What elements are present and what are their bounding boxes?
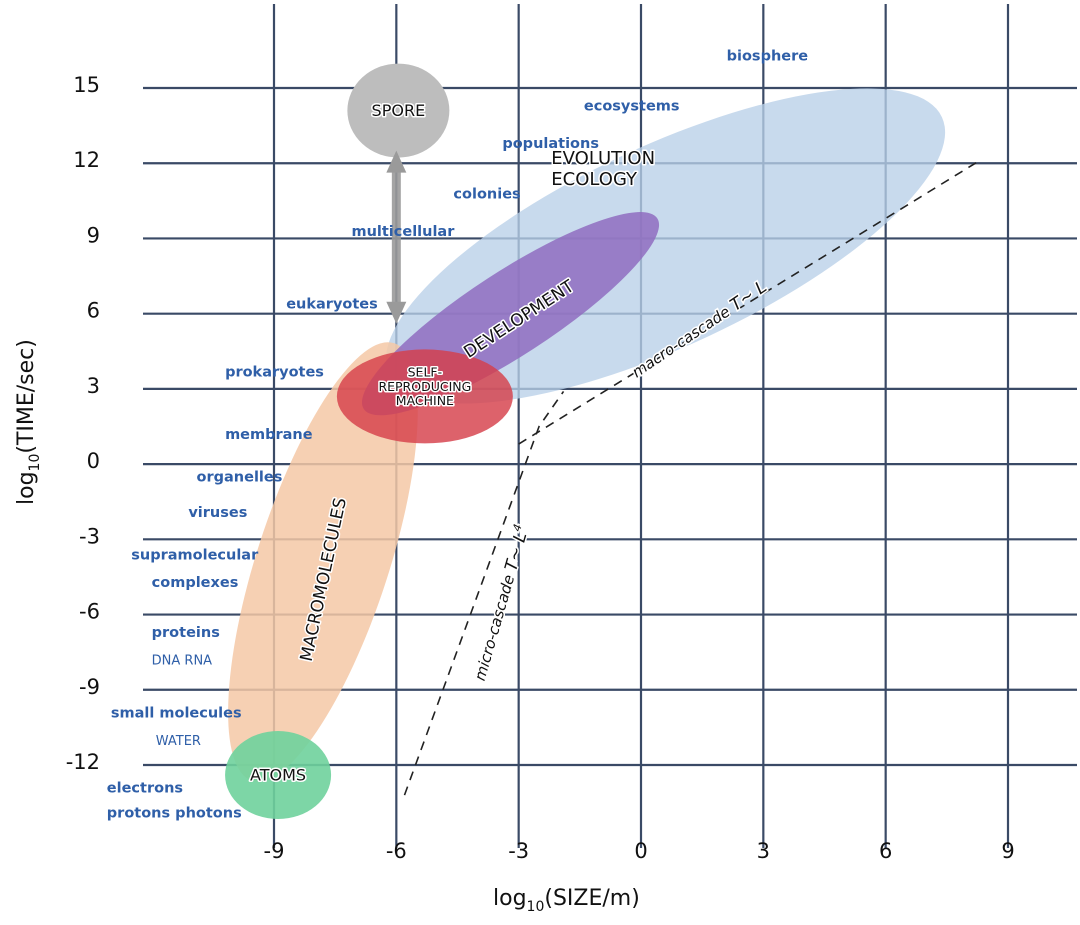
x-tick-label: -6 [386, 839, 407, 863]
region-label-line: SPORE [372, 101, 426, 120]
micro-cascade-relation: T~ L [501, 530, 531, 573]
arrow-head-down [386, 301, 407, 324]
example-biosphere: biosphere [727, 48, 809, 64]
arrow-head-up [386, 150, 407, 173]
y-axis-title: log10(TIME/sec) [14, 339, 43, 505]
example-organelles: organelles [197, 470, 283, 486]
x-tick-label: -3 [508, 839, 529, 863]
region-atoms [225, 731, 332, 820]
example-water: WATER [156, 734, 201, 749]
example-ecosystems: ecosystems [584, 99, 680, 115]
region-label-line: ATOMS [250, 766, 306, 785]
y-tick-label: 15 [73, 73, 100, 97]
region-label-line: ECOLOGY [551, 169, 638, 190]
y-tick-label: 9 [87, 223, 100, 247]
region-spore [347, 63, 450, 158]
example-proteins: proteins [152, 625, 220, 641]
y-axis-title-log: log [14, 471, 39, 505]
y-axis-title-rest: (TIME/sec) [14, 339, 39, 453]
micro-cascade-line [403, 390, 565, 796]
example-dna-rna: DNA RNA [152, 654, 213, 669]
spore-arrow-layer [386, 150, 407, 324]
y-tick-label: 6 [87, 299, 100, 323]
region-macromolecules [228, 342, 418, 782]
y-tick-label: -12 [66, 750, 100, 774]
example-small-molecules: small molecules [111, 705, 242, 721]
x-axis-title-base: 10 [527, 899, 545, 915]
example-eukaryotes: eukaryotes [286, 297, 378, 313]
example-prokaryotes: prokaryotes [225, 364, 324, 380]
y-tick-label: -6 [79, 600, 100, 624]
x-axis-title: log10(SIZE/m) [493, 886, 640, 915]
example-supramolecular: supramolecular [131, 547, 259, 563]
y-tick-label: 0 [87, 449, 100, 473]
example-membrane: membrane [225, 427, 313, 443]
cascade-lines [403, 160, 980, 796]
region-label-line: SELF- [408, 364, 443, 379]
x-tick-label: 6 [879, 839, 892, 863]
region-label-evolution-ecology: EVOLUTION ECOLOGY [551, 148, 655, 190]
tick-labels: -9 -6 -3 0 3 6 9 15 12 9 6 3 0 -3 -6 -9 -12 [66, 73, 1015, 863]
x-tick-label: -9 [264, 839, 285, 863]
x-tick-label: 3 [757, 839, 770, 863]
region-label-spore: SPORE [372, 101, 426, 120]
regions [225, 63, 946, 820]
macro-cascade-line [518, 160, 980, 445]
example-complexes: complexes [152, 575, 239, 591]
region-self-reproducing-machine [336, 349, 513, 444]
x-axis-title-log: log [493, 886, 527, 911]
region-label-atoms: ATOMS [250, 766, 306, 785]
y-axis-title-base: 10 [27, 454, 43, 472]
x-tick-label: 9 [1001, 839, 1014, 863]
example-protons-photons: protons photons [107, 806, 242, 822]
region-label-line: MACHINE [396, 393, 454, 408]
region-label-line: EVOLUTION [551, 148, 655, 169]
example-multicellular: multicellular [351, 224, 455, 240]
example-populations: populations [502, 136, 599, 152]
y-tick-label: -9 [79, 675, 100, 699]
y-tick-label: 12 [73, 148, 100, 172]
region-label-line: REPRODUCING [378, 379, 471, 394]
example-colonies: colonies [453, 186, 520, 202]
x-axis-title-rest: (SIZE/m) [544, 886, 639, 911]
example-viruses: viruses [188, 505, 247, 521]
y-tick-label: 3 [87, 374, 100, 398]
x-tick-label: 0 [634, 839, 647, 863]
example-electrons: electrons [107, 781, 183, 797]
region-label-self-reproducing-machine: SELF-REPRODUCING MACHINE [378, 364, 471, 408]
micro-cascade-label: micro-cascade T~ L4 [468, 523, 533, 683]
micro-cascade-label-text: micro-cascade [471, 568, 520, 683]
example-annotations: biosphere ecosystems populations colonies mu… [107, 48, 808, 821]
y-tick-label: -3 [79, 524, 100, 548]
